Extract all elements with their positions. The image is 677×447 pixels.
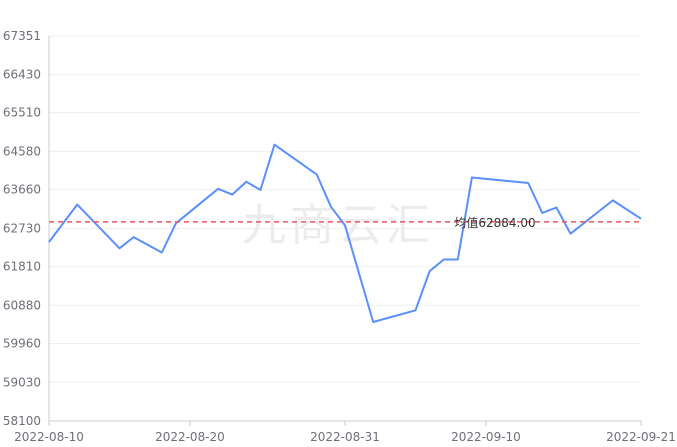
y-tick-label: 65510: [3, 106, 41, 120]
series-layer: [48, 143, 642, 323]
y-tick-label: 64580: [3, 144, 41, 158]
y-tick-label: 66430: [3, 67, 41, 81]
average-mark-line: 均值62884.00: [49, 215, 641, 230]
y-tick-label: 63660: [3, 183, 41, 197]
y-tick-label: 62730: [3, 221, 41, 235]
y-tick-label: 59030: [3, 375, 41, 389]
y-tick-label: 59960: [3, 337, 41, 351]
x-tick-label: 2022-08-10: [14, 430, 84, 444]
x-tick-label: 2022-08-31: [310, 430, 380, 444]
x-tick-label: 2022-09-10: [451, 430, 521, 444]
watermark-text: 九商云汇: [242, 200, 434, 251]
watermark-layer: 九商云汇: [242, 200, 434, 251]
x-tick-label: 2022-09-21: [606, 430, 676, 444]
average-label: 均值62884.00: [454, 215, 535, 230]
y-tick-label: 60880: [3, 298, 41, 312]
x-tick-label: 2022-08-20: [155, 430, 225, 444]
y-tick-label: 67351: [3, 29, 41, 43]
y-tick-label: 61810: [3, 260, 41, 274]
y-tick-label: 58100: [3, 414, 41, 428]
series-line: [48, 143, 642, 323]
y-axis-ticks: 58100 59030 59960 60880 61810 62730 63660 64580…: [3, 29, 41, 428]
x-axis-ticks: 2022-08-10 2022-08-20 2022-08-31 2022-09-10…: [14, 421, 676, 444]
